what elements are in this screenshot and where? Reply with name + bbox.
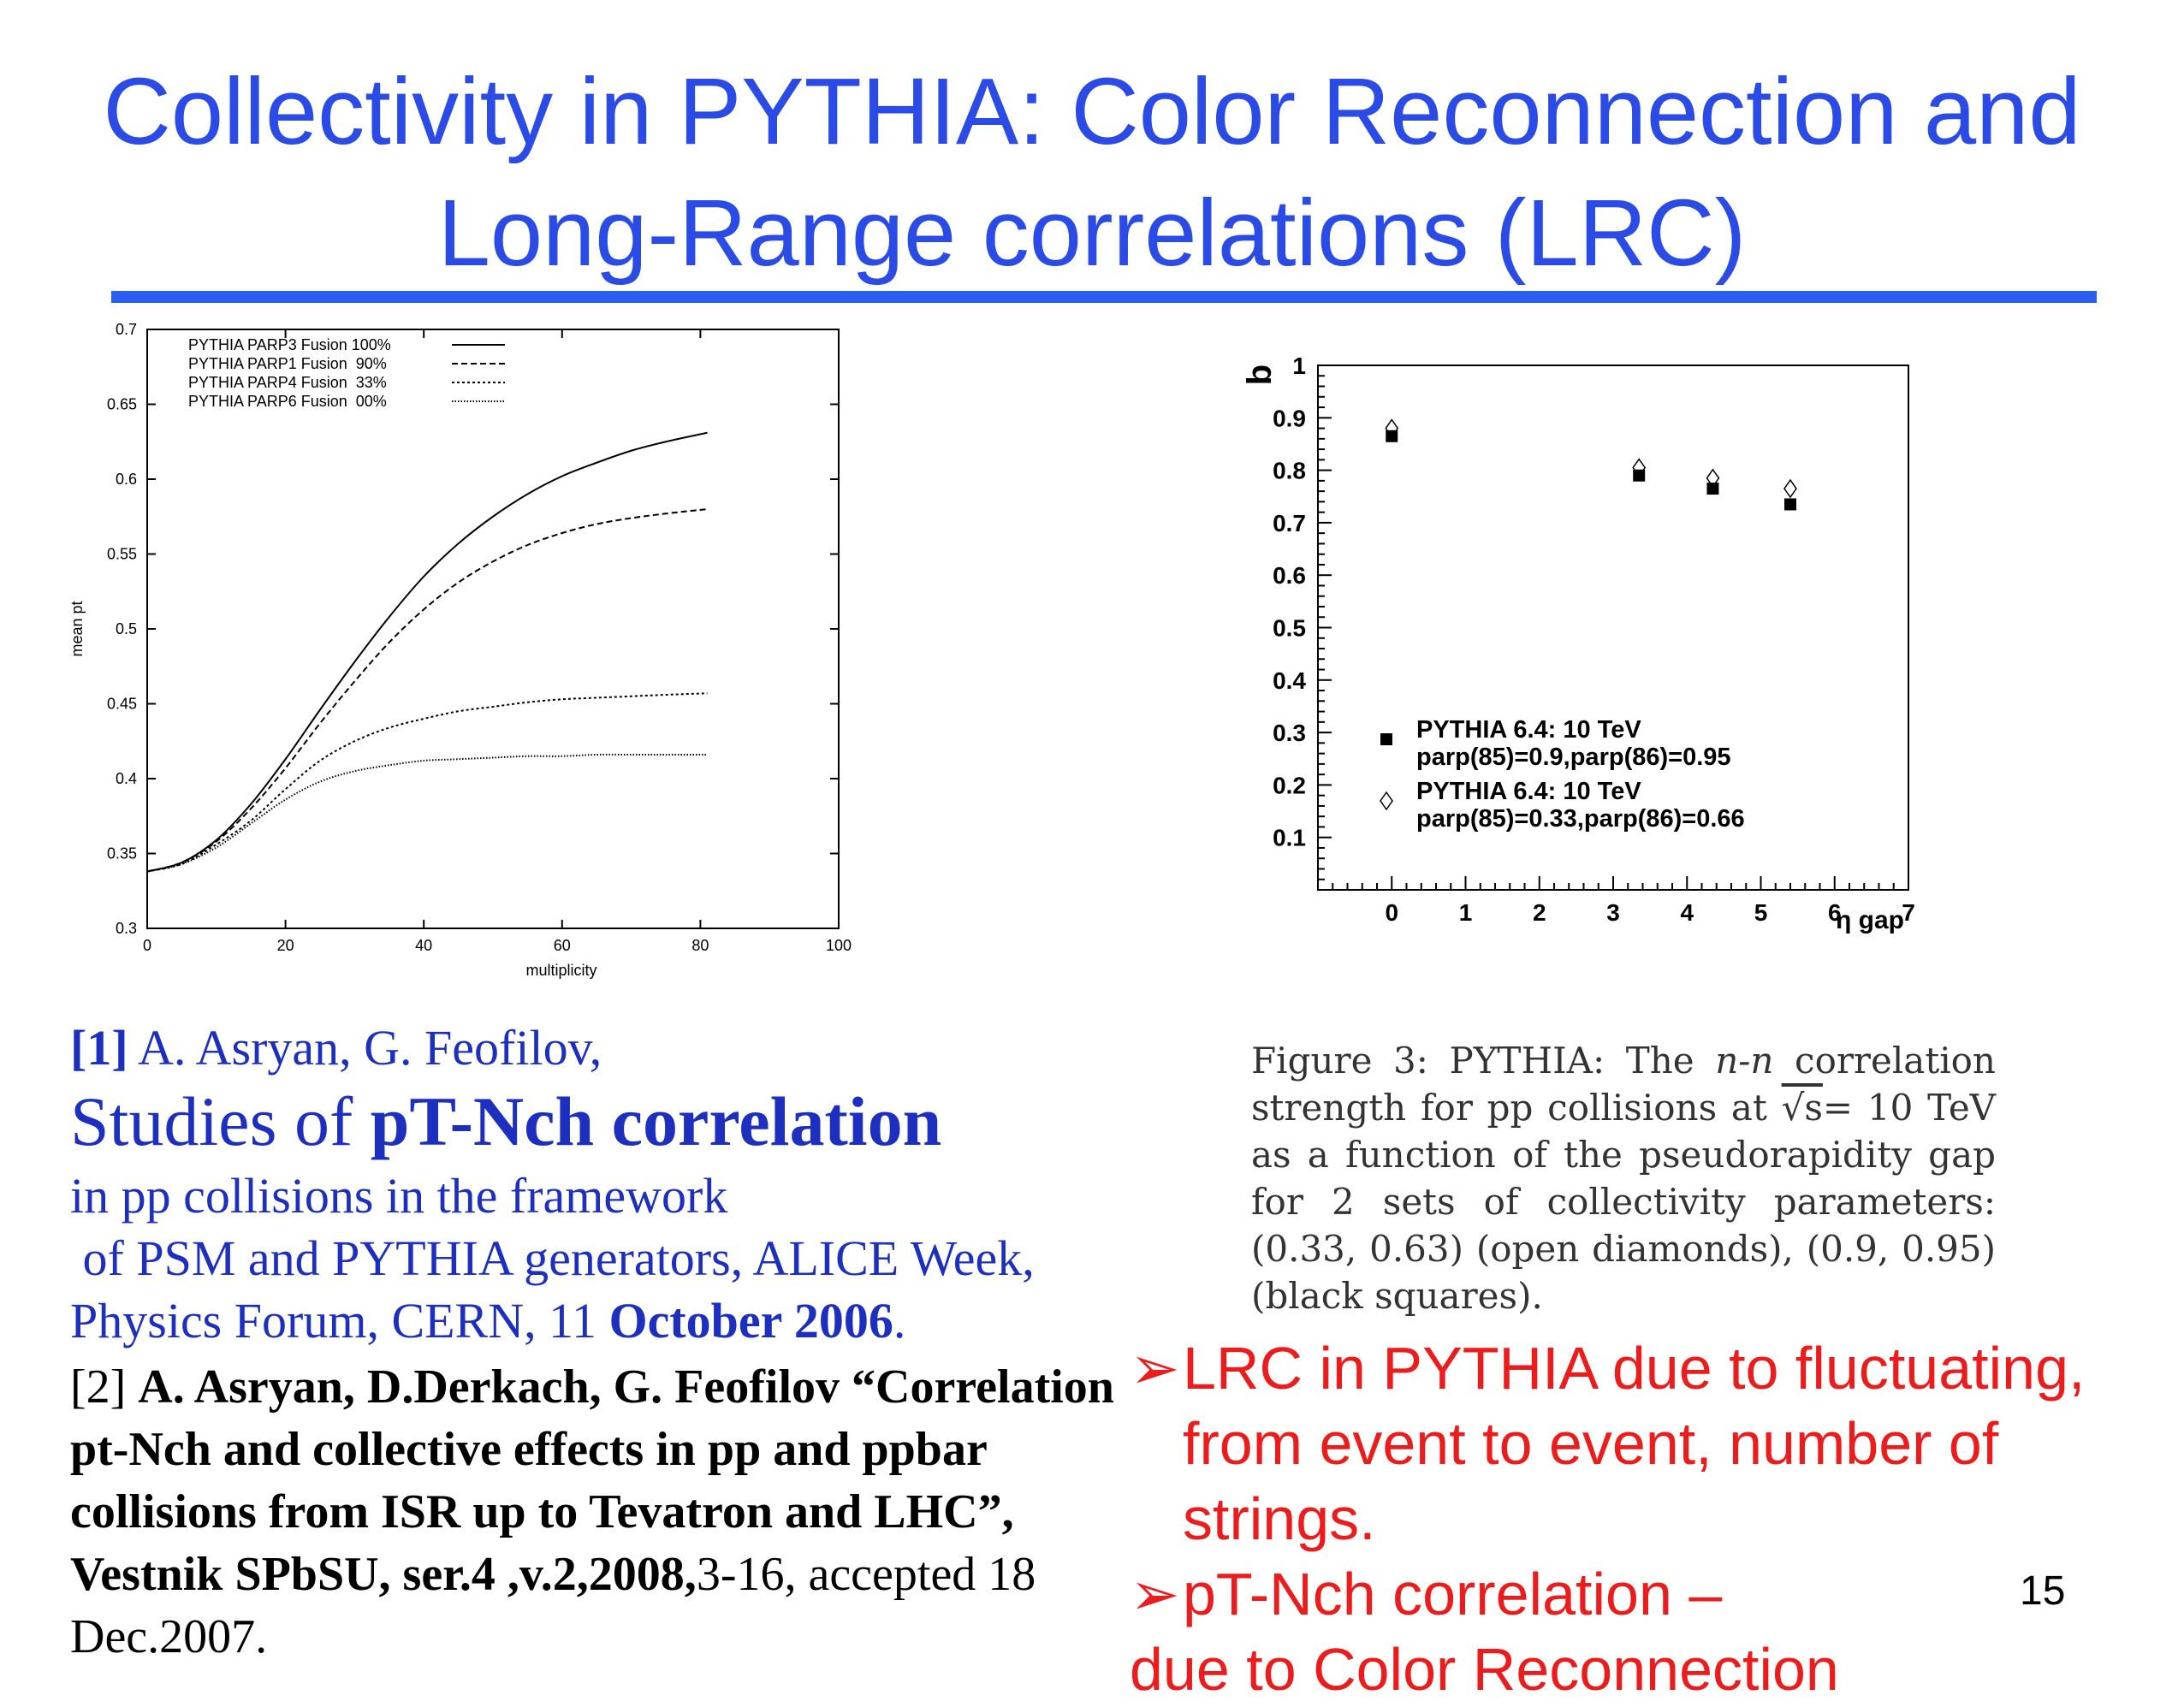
y-tick-label: 0.9 xyxy=(1273,405,1306,431)
x-tick-label: 0 xyxy=(1385,899,1398,926)
series-line xyxy=(146,508,708,873)
square-marker xyxy=(1386,430,1398,442)
x-tick-label: 3 xyxy=(1606,899,1620,926)
y-tick-label: 0.4 xyxy=(1273,667,1306,694)
y-tick-label: 0.45 xyxy=(107,696,137,713)
diamond-marker xyxy=(1783,478,1797,499)
y-tick-label: 0.3 xyxy=(1273,720,1306,746)
legend-label: PYTHIA PARP1 Fusion 90% xyxy=(188,355,387,372)
x-tick-label: 20 xyxy=(277,937,294,954)
legend-label: PYTHIA 6.4: 10 TeV xyxy=(1416,778,1641,805)
title-line-2: Long-Range correlations (LRC) xyxy=(437,181,1747,286)
series-line xyxy=(146,753,708,873)
x-tick-label: 4 xyxy=(1680,899,1694,926)
ref1-line-5b: October 2006 xyxy=(608,1293,893,1348)
x-tick-label: 2 xyxy=(1533,899,1546,926)
ref1-line-3: in pp collisions in the framework xyxy=(70,1168,728,1224)
ref1-line-4: of PSM and PYTHIA generators, ALICE Week… xyxy=(70,1230,1035,1286)
reference-2: [2] A. Asryan, D.Derkach, G. Feofilov “C… xyxy=(70,1356,1114,1668)
title-line-1: Collectivity in PYTHIA: Color Reconnecti… xyxy=(103,59,2081,164)
y-tick-label: 0.65 xyxy=(107,396,137,413)
bullet-list: ➢ LRC in PYTHIA due to fluctuating, from… xyxy=(1130,1331,2174,1707)
page-number: 15 xyxy=(2020,1568,2066,1614)
y-tick-label: 0.7 xyxy=(116,321,137,338)
mean-pt-chart: 0 20 40 60 80 100 0.3 0.35 0.4 0.45 0.5 0.55 0.6 0.65… xyxy=(68,321,852,979)
y-tick-label: 0.5 xyxy=(116,620,137,637)
diamond-marker xyxy=(1380,791,1393,811)
x-axis-label: multiplicity xyxy=(525,962,596,979)
plot-frame xyxy=(146,329,840,929)
ref1-line-5a: Physics Forum, CERN, 11 xyxy=(70,1293,609,1348)
bullet-item: ➢ LRC in PYTHIA due to fluctuating, from… xyxy=(1130,1331,2174,1556)
ref1-authors: A. Asryan, G. Feofilov, xyxy=(128,1020,602,1076)
ref2-bold-text: A. Asryan, D.Derkach, G. Feofilov “Corre… xyxy=(70,1360,1114,1601)
bullet-text: LRC in PYTHIA due to fluctuating, from e… xyxy=(1183,1335,2086,1552)
ref1-title-b: pT-Nch correlation xyxy=(370,1082,942,1160)
legend-sublabel: parp(85)=0.9,parp(86)=0.95 xyxy=(1416,744,1731,771)
legend-sublabel: parp(85)=0.33,parp(86)=0.66 xyxy=(1416,805,1745,833)
arrow-bullet-icon: ➢ xyxy=(1130,1561,1180,1627)
ref1-line-5c: . xyxy=(893,1293,906,1348)
caption-sqrt-s: √s xyxy=(1781,1087,1823,1129)
legend: PYTHIA 6.4: 10 TeVparp(85)=0.9,parp(86)=… xyxy=(1380,716,1745,833)
figure-caption: Figure 3: PYTHIA: The n-n correlation st… xyxy=(1251,1037,1996,1319)
y-tick-label: 0.8 xyxy=(1273,458,1306,484)
caption-part-3: = 10 TeV as a function of the pseudorapi… xyxy=(1251,1087,1997,1317)
bullet-text: pT-Nch correlation – xyxy=(1183,1561,1723,1627)
x-tick-label: 6 xyxy=(1828,899,1842,926)
caption-part-2: correlation strength for pp collisions a… xyxy=(1251,1040,1996,1129)
y-tick-label: 0.6 xyxy=(1273,562,1306,589)
legend: PYTHIA PARP3 Fusion 100% PYTHIA PARP1 Fus… xyxy=(188,336,505,410)
x-tick-label: 40 xyxy=(415,937,432,954)
y-tick-label: 1 xyxy=(1292,353,1306,379)
bullet-item: ➢ pT-Nch correlation – xyxy=(1130,1556,2174,1632)
reference-1: [1] A. Asryan, G. Feofilov, Studies of p… xyxy=(70,1016,1114,1352)
y-tick-label: 0.6 xyxy=(116,471,137,488)
b-vs-eta-gap-chart: 0 1 2 3 4 5 6 7 0.1 0.2 0.3 0.4 0.5 0.6 0.7 0.8 0.9 1 PYT… xyxy=(1241,353,1915,934)
x-tick-label: 60 xyxy=(554,937,571,954)
series-line xyxy=(146,431,708,873)
legend-label: PYTHIA PARP4 Fusion 33% xyxy=(188,374,387,391)
x-tick-label: 80 xyxy=(691,937,709,954)
ref2-rest: 3-16, accepted 18 Dec.2007. xyxy=(70,1548,1036,1663)
y-tick-label: 0.7 xyxy=(1273,510,1306,536)
y-tick-label: 0.2 xyxy=(1273,772,1306,798)
slide-title: Collectivity in PYTHIA: Color Reconnecti… xyxy=(0,51,2184,294)
legend-label: PYTHIA 6.4: 10 TeV xyxy=(1416,716,1641,744)
x-axis-label: η gap xyxy=(1836,906,1904,934)
y-axis-label: mean pt xyxy=(68,601,86,656)
y-axis-label: b xyxy=(1241,365,1279,385)
caption-part-1: Figure 3: PYTHIA: The xyxy=(1251,1040,1716,1082)
series-group xyxy=(146,431,708,873)
tick-group: 0 1 2 3 4 5 6 7 0.1 0.2 0.3 0.4 0.5 0.6 0.7 0.8 0.9 1 xyxy=(1273,353,1915,926)
x-tick-label: 7 xyxy=(1902,899,1915,926)
ref1-title-a: Studies of xyxy=(70,1082,371,1160)
x-tick-label: 1 xyxy=(1459,899,1473,926)
tick-group: 0 20 40 60 80 100 0.3 0.35 0.4 0.45 0.5 0.55 0.6 0.65… xyxy=(107,321,852,954)
ref2-number: [2] xyxy=(70,1360,139,1414)
bullet-continuation: due to Color Reconnection xyxy=(1130,1636,1839,1703)
ref1-number: [1] xyxy=(70,1020,128,1076)
y-tick-label: 0.4 xyxy=(116,770,137,787)
legend-label: PYTHIA PARP3 Fusion 100% xyxy=(188,336,391,353)
title-underline xyxy=(111,291,2097,303)
square-marker xyxy=(1784,498,1796,511)
caption-nn: n-n xyxy=(1715,1040,1774,1082)
x-tick-label: 5 xyxy=(1754,899,1768,926)
series-group xyxy=(1385,418,1797,511)
square-marker xyxy=(1633,469,1646,482)
square-marker xyxy=(1380,733,1392,745)
square-marker xyxy=(1706,483,1719,495)
y-tick-label: 0.55 xyxy=(107,546,137,563)
y-tick-label: 0.5 xyxy=(1273,615,1306,642)
y-tick-label: 0.1 xyxy=(1273,825,1306,851)
x-tick-label: 0 xyxy=(143,937,151,954)
x-tick-label: 100 xyxy=(826,937,852,954)
y-tick-label: 0.3 xyxy=(116,920,137,937)
y-tick-label: 0.35 xyxy=(107,845,137,862)
legend-label: PYTHIA PARP6 Fusion 00% xyxy=(188,393,387,410)
series-line xyxy=(146,692,708,873)
arrow-bullet-icon: ➢ xyxy=(1130,1335,1180,1402)
